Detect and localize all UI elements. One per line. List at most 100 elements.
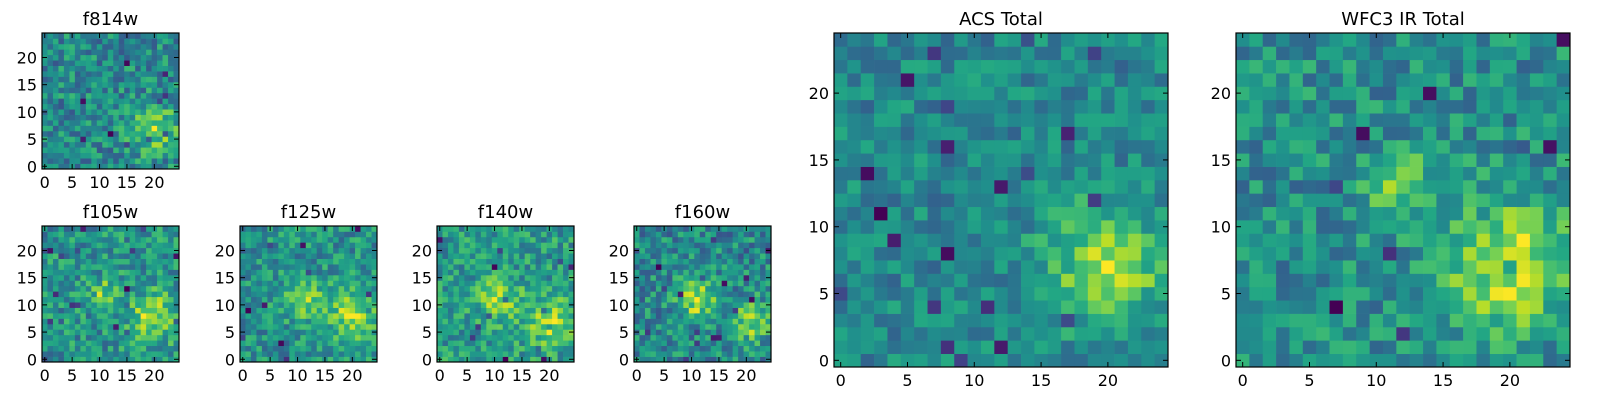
heatmap-cell: [541, 258, 547, 265]
heatmap-cell: [1236, 46, 1250, 61]
heatmap-cell: [107, 130, 114, 137]
heatmap-cell: [168, 236, 174, 243]
heatmap-cell: [113, 103, 120, 110]
heatmap-cell: [1061, 153, 1075, 167]
heatmap-cell: [42, 258, 48, 265]
heatmap-cell: [541, 264, 547, 270]
heatmap-cell: [1463, 273, 1477, 288]
heatmap-cell: [322, 274, 329, 281]
heatmap-cell: [738, 313, 744, 319]
heatmap-cell: [927, 273, 942, 288]
heatmap-cell: [1342, 300, 1357, 314]
heatmap-cell: [1021, 86, 1035, 101]
heatmap-cell: [1489, 46, 1504, 61]
heatmap-cell: [1369, 340, 1384, 354]
heatmap-cell: [732, 264, 739, 270]
heatmap-cell: [91, 242, 98, 249]
heatmap-cell: [124, 92, 131, 99]
heatmap-cell: [1047, 233, 1062, 248]
heatmap-cell: [85, 307, 92, 314]
heatmap-cell: [1503, 73, 1517, 87]
heatmap-cell: [162, 313, 169, 319]
heatmap-cell: [305, 356, 312, 363]
heatmap-cell: [1436, 206, 1451, 221]
heatmap-cell: [250, 264, 257, 270]
heatmap-cell: [135, 130, 141, 137]
heatmap-cell: [491, 340, 498, 347]
heatmap-cell: [327, 351, 334, 357]
heatmap-cell: [74, 334, 81, 341]
heatmap-cell: [655, 318, 662, 325]
heatmap-cell: [994, 46, 1009, 61]
heatmap-cell: [760, 345, 766, 352]
heatmap-cell: [107, 65, 114, 72]
heatmap-cell: [1021, 73, 1035, 87]
heatmap-cell: [1236, 326, 1250, 341]
heatmap-cell: [732, 323, 739, 330]
heatmap-cell: [135, 114, 141, 121]
heatmap-cell: [151, 152, 158, 159]
heatmap-cell: [168, 147, 174, 154]
heatmap-cell: [1034, 113, 1049, 127]
heatmap-cell: [727, 236, 733, 243]
heatmap-cell: [118, 38, 125, 45]
heatmap-cell: [63, 43, 70, 50]
heatmap-cell: [1382, 99, 1397, 114]
heatmap-cell: [85, 334, 92, 341]
heatmap-cell: [672, 247, 679, 254]
heatmap-cell: [1356, 99, 1370, 114]
heatmap-cell: [1087, 233, 1102, 248]
heatmap-cell: [644, 231, 651, 238]
heatmap-cell: [256, 351, 263, 357]
heatmap-cell: [52, 253, 59, 259]
heatmap-cell: [634, 307, 640, 314]
heatmap-cell: [672, 345, 679, 352]
heatmap-cell: [940, 220, 955, 234]
heatmap-cell: [683, 318, 690, 325]
heatmap-cell: [240, 258, 246, 265]
heatmap-cell: [519, 253, 526, 259]
heatmap-cell: [1423, 126, 1437, 141]
heatmap-cell: [107, 38, 114, 45]
heatmap-cell: [322, 231, 329, 238]
heatmap-cell: [267, 264, 274, 270]
heatmap-cell: [1409, 260, 1424, 274]
heatmap-cell: [52, 269, 59, 276]
heatmap-cell: [940, 353, 955, 368]
heatmap-cell: [666, 302, 673, 308]
heatmap-cell: [1101, 246, 1115, 261]
heatmap-cell: [311, 242, 318, 249]
heatmap-cell: [47, 291, 54, 298]
heatmap-cell: [486, 296, 493, 303]
heatmap-cell: [1489, 99, 1504, 114]
heatmap-cell: [1396, 113, 1411, 127]
heatmap-cell: [486, 345, 493, 352]
heatmap-cell: [129, 285, 136, 292]
heatmap-cell: [738, 318, 744, 325]
heatmap-cell: [639, 264, 646, 270]
heatmap-cell: [327, 340, 334, 347]
heatmap-cell: [442, 307, 449, 314]
heatmap-cell: [63, 231, 70, 238]
heatmap-cell: [140, 81, 147, 88]
heatmap-cell: [333, 274, 339, 281]
heatmap-cell: [47, 130, 54, 137]
heatmap-cell: [80, 269, 87, 276]
heatmap-cell: [458, 247, 465, 254]
heatmap-cell: [458, 313, 465, 319]
heatmap-cell: [655, 340, 662, 347]
heatmap-cell: [52, 60, 59, 66]
heatmap-cell: [672, 258, 679, 265]
heatmap-cell: [58, 323, 65, 330]
heatmap-cell: [927, 326, 942, 341]
heatmap-cell: [85, 60, 92, 66]
heatmap-cell: [557, 269, 564, 276]
heatmap-cell: [699, 340, 706, 347]
heatmap-cell: [557, 242, 564, 249]
heatmap-cell: [1007, 353, 1022, 368]
heatmap-cell: [283, 269, 290, 276]
heatmap-cell: [1114, 113, 1129, 127]
heatmap-cell: [568, 226, 575, 232]
heatmap-cell: [1141, 46, 1155, 61]
